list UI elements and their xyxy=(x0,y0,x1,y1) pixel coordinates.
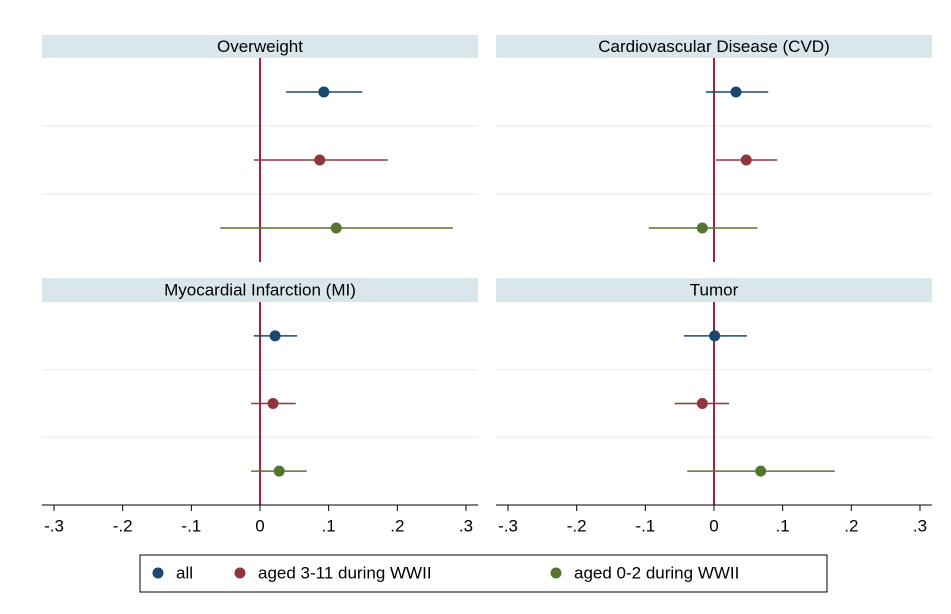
x-tick-label: .2 xyxy=(390,516,404,535)
x-tick-label: .3 xyxy=(913,516,927,535)
x-tick-label: -.2 xyxy=(113,516,133,535)
legend-label: aged 0-2 during WWII xyxy=(574,563,739,582)
legend-label: aged 3-11 during WWII xyxy=(258,563,432,582)
point-estimate xyxy=(696,398,708,409)
point-estimate xyxy=(709,330,721,342)
panel-strip xyxy=(496,278,932,302)
x-tick-label: -.3 xyxy=(44,516,64,535)
panel-title: Overweight xyxy=(217,37,303,56)
x-tick-label: .1 xyxy=(322,516,336,535)
point-estimate xyxy=(730,86,742,98)
x-tick-label: .3 xyxy=(459,516,473,535)
point-estimate xyxy=(740,154,752,166)
x-tick-label: -.2 xyxy=(567,516,587,535)
x-tick-label: .2 xyxy=(844,516,858,535)
point-estimate xyxy=(696,222,708,234)
point-estimate xyxy=(314,154,326,166)
x-tick-label: .1 xyxy=(776,516,790,535)
panel-title: Cardiovascular Disease (CVD) xyxy=(598,37,829,56)
point-estimate xyxy=(267,398,279,409)
panel-strip xyxy=(42,278,478,302)
point-estimate xyxy=(318,86,330,98)
legend-marker xyxy=(550,567,562,579)
legend-marker xyxy=(152,567,164,579)
point-estimate xyxy=(755,465,767,477)
x-tick-label: -.1 xyxy=(635,516,655,535)
point-estimate xyxy=(269,330,281,342)
point-estimate xyxy=(330,222,342,234)
legend-box xyxy=(139,554,828,593)
panel-strip xyxy=(496,35,932,58)
x-tick-label: 0 xyxy=(255,516,264,535)
x-tick-label: 0 xyxy=(709,516,718,535)
legend-marker xyxy=(234,567,246,579)
x-tick-label: -.1 xyxy=(181,516,201,535)
legend-label: all xyxy=(176,563,193,582)
point-estimate xyxy=(273,465,285,477)
panel-title: Tumor xyxy=(690,280,739,299)
x-tick-label: -.3 xyxy=(498,516,518,535)
panel-title: Myocardial Infarction (MI) xyxy=(164,280,356,299)
panel-strip xyxy=(42,35,478,58)
